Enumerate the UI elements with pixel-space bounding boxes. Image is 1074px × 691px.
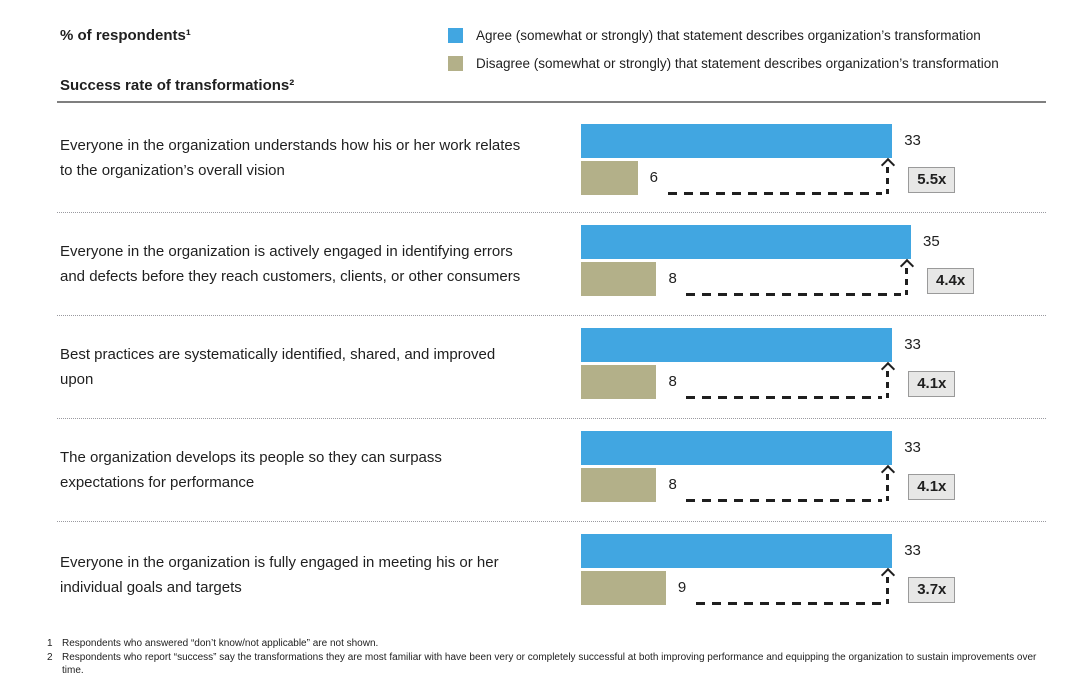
disagree-bar [581,262,657,296]
statement-label: The organization develops its people so … [60,449,442,491]
legend-label: Agree (somewhat or strongly) that statem… [476,28,981,43]
bar-group: 33 6 5.5x [581,112,1046,221]
disagree-bar [581,161,638,195]
arrow-up-icon [880,157,895,173]
statement-label: Everyone in the organization understands… [60,136,521,179]
disagree-value: 8 [668,476,677,493]
arrow-up-icon [880,361,895,377]
disagree-bar [581,365,657,399]
chart-row: The organization develops its people so … [57,419,1046,522]
connector-arrow [880,464,895,501]
disagree-bar [581,468,657,502]
statement-label: Best practices are systematically identi… [60,346,496,388]
multiplier-badge: 5.5x [908,167,956,193]
bar-group: 33 9 3.7x [581,522,1046,627]
statement-label: Everyone in the organization is actively… [60,243,521,285]
legend-label: Disagree (somewhat or strongly) that sta… [476,56,999,71]
connector-arrow [880,157,895,194]
disagree-value: 6 [649,169,658,186]
footnote: 1 Respondents who answered “don’t know/n… [47,637,1044,651]
legend-item-agree: Agree (somewhat or strongly) that statem… [448,28,999,44]
multiplier-badge: 4.1x [908,371,956,397]
statement-label: Everyone in the organization is fully en… [60,553,499,596]
agree-bar [581,534,893,568]
disagree-value: 8 [668,373,677,390]
chart-subtitle: Success rate of transformations² [60,77,295,94]
footnote-text: Respondents who answered “don’t know/not… [62,638,379,649]
agree-value: 35 [923,233,940,250]
footnotes: 1 Respondents who answered “don’t know/n… [47,637,1044,678]
chart-row: Everyone in the organization is actively… [57,213,1046,316]
footnote: 2 Respondents who report “success” say t… [47,651,1044,678]
bar-group: 35 8 4.4x [581,213,1046,315]
legend: Agree (somewhat or strongly) that statem… [448,28,999,84]
connector-arrow [899,258,914,295]
agree-bar [581,328,893,362]
connector-horizontal [667,192,883,195]
bar-group: 33 8 4.1x [581,316,1046,418]
multiplier-badge: 4.4x [927,268,975,294]
agree-value: 33 [904,132,921,149]
agree-bar [581,124,893,158]
chart-rows: Everyone in the organization understands… [0,103,1046,627]
agree-bar [581,431,893,465]
bar-group: 33 8 4.1x [581,419,1046,521]
disagree-value: 9 [677,579,687,596]
agree-value: 33 [904,439,921,456]
page-title: % of respondents¹ [60,27,191,44]
agree-value: 33 [904,542,921,559]
footnote-text: Respondents who report “success” say the… [62,651,1037,677]
disagree-bar [581,571,666,605]
arrow-up-icon [880,567,895,583]
connector-horizontal [686,396,883,399]
multiplier-badge: 4.1x [908,474,956,500]
multiplier-badge: 3.7x [908,577,956,603]
agree-value: 33 [904,336,921,353]
agree-swatch-icon [448,28,463,43]
agree-bar [581,225,912,259]
chart-row: Best practices are systematically identi… [57,316,1046,419]
footnote-number: 1 [47,638,53,649]
legend-item-disagree: Disagree (somewhat or strongly) that sta… [448,56,999,72]
connector-horizontal [686,293,902,296]
arrow-up-icon [899,258,914,274]
chart-row: Everyone in the organization understands… [57,103,1046,213]
connector-horizontal [695,602,883,605]
chart-row: Everyone in the organization is fully en… [57,522,1046,627]
footnote-number: 2 [47,651,53,663]
arrow-up-icon [880,464,895,480]
disagree-swatch-icon [448,56,463,71]
connector-arrow [880,567,895,604]
connector-horizontal [686,499,883,502]
disagree-value: 8 [668,270,677,287]
chart-header: % of respondents¹ Agree (somewhat or str… [57,0,1046,103]
connector-arrow [880,361,895,398]
